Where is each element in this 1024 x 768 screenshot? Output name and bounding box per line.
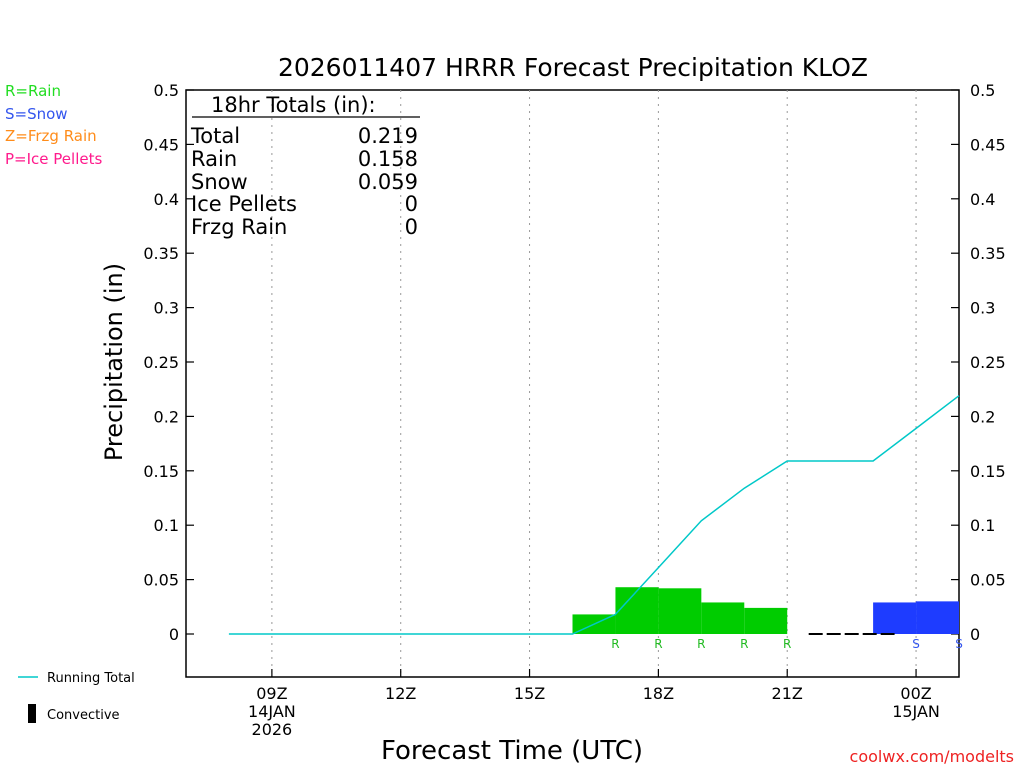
x-tick-label-2026: 2026 (252, 720, 293, 739)
x-tick-label-15JAN: 15JAN (892, 702, 940, 721)
totals-value-ice-pellets: 0 (405, 192, 418, 216)
y-tick-label-left-0.4: 0.4 (154, 190, 179, 209)
plot-frame (185, 89, 960, 678)
totals-value-rain: 0.158 (358, 147, 418, 171)
totals-header: 18hr Totals (in): (211, 93, 376, 117)
bar-type-label-24: S (912, 637, 920, 651)
totals-label-total: Total (190, 124, 240, 148)
y-tick-label-left-0.15: 0.15 (143, 462, 179, 481)
y-tick-label-left-0.25: 0.25 (143, 353, 179, 372)
y-tick-label-right-0.05: 0.05 (970, 571, 1006, 590)
bar-R-21 (744, 607, 788, 634)
bar-type-label-25: S (955, 637, 963, 651)
x-tick-label-18Z: 18Z (643, 684, 674, 703)
y-tick-label-left-0.1: 0.1 (154, 516, 179, 535)
precip-type-legend: R=Rain S=Snow Z=Frzg Rain P=Ice Pellets (5, 82, 102, 168)
y-tick-label-left-0.2: 0.2 (154, 407, 179, 426)
totals-value-snow: 0.059 (358, 170, 418, 194)
y-tick-label-left-0.35: 0.35 (143, 244, 179, 263)
y-tick-label-left-0: 0 (169, 625, 179, 644)
y-tick-label-left-0.3: 0.3 (154, 299, 179, 318)
x-tick-label-14JAN: 14JAN (248, 702, 296, 721)
totals-box: 18hr Totals (in): Total 0.219 Rain 0.158… (190, 93, 420, 239)
bar-type-label-20: R (740, 637, 748, 651)
x-tick-label-00Z: 00Z (900, 684, 931, 703)
bar-type-label-18: R (654, 637, 662, 651)
totals-label-ice-pellets: Ice Pellets (191, 192, 297, 216)
y-tick-label-right-0.4: 0.4 (970, 190, 995, 209)
chart-title: 2026011407 HRRR Forecast Precipitation K… (278, 53, 868, 82)
y-tick-label-right-0: 0 (970, 625, 980, 644)
y-axis-label: Precipitation (in) (100, 263, 128, 461)
credit-text: coolwx.com/modelts (850, 747, 1014, 766)
totals-label-snow: Snow (191, 170, 248, 194)
x-axis-label: Forecast Time (UTC) (381, 736, 643, 766)
convective-legend-label: Convective (47, 708, 120, 723)
totals-value-frzg-rain: 0 (405, 215, 418, 239)
legend-frzg-rain: Z=Frzg Rain (5, 127, 97, 145)
y-tick-label-left-0.45: 0.45 (143, 135, 179, 154)
bar-type-label-21: R (783, 637, 791, 651)
running-total-legend-label: Running Total (47, 671, 135, 686)
y-tick-label-right-0.5: 0.5 (970, 81, 995, 100)
y-tick-label-right-0.15: 0.15 (970, 462, 1006, 481)
y-tick-label-left-0.05: 0.05 (143, 571, 179, 590)
x-tick-label-15Z: 15Z (514, 684, 545, 703)
y-tick-label-right-0.35: 0.35 (970, 244, 1006, 263)
legend-ice-pellets: P=Ice Pellets (5, 150, 102, 168)
totals-label-frzg-rain: Frzg Rain (191, 215, 287, 239)
bar-R-20 (701, 602, 745, 634)
bar-S-24 (873, 602, 917, 634)
y-tick-label-right-0.3: 0.3 (970, 299, 995, 318)
x-tick-label-12Z: 12Z (385, 684, 416, 703)
convective-legend-swatch (28, 704, 36, 723)
x-tick-label-21Z: 21Z (772, 684, 803, 703)
y-tick-label-left-0.5: 0.5 (154, 81, 179, 100)
bar-R-19 (658, 588, 702, 634)
running-total-line (228, 395, 960, 635)
legend-snow: S=Snow (5, 105, 68, 123)
y-tick-label-right-0.2: 0.2 (970, 407, 995, 426)
precip-bars (572, 587, 959, 634)
y-tick-label-right-0.1: 0.1 (970, 516, 995, 535)
bar-type-label-17: R (611, 637, 619, 651)
bar-type-label-19: R (697, 637, 705, 651)
y-tick-label-right-0.25: 0.25 (970, 353, 1006, 372)
legend-rain: R=Rain (5, 82, 61, 100)
x-tick-label-09Z: 09Z (256, 684, 287, 703)
y-tick-label-right-0.45: 0.45 (970, 135, 1006, 154)
bar-S-25 (916, 601, 959, 634)
totals-label-rain: Rain (191, 147, 237, 171)
totals-value-total: 0.219 (358, 124, 418, 148)
bar-R-18 (615, 587, 659, 634)
y-axis-ticks: 0 00.05 0.050.1 0.10.15 0.150.2 0.20.25 0.250.… (143, 81, 1005, 644)
